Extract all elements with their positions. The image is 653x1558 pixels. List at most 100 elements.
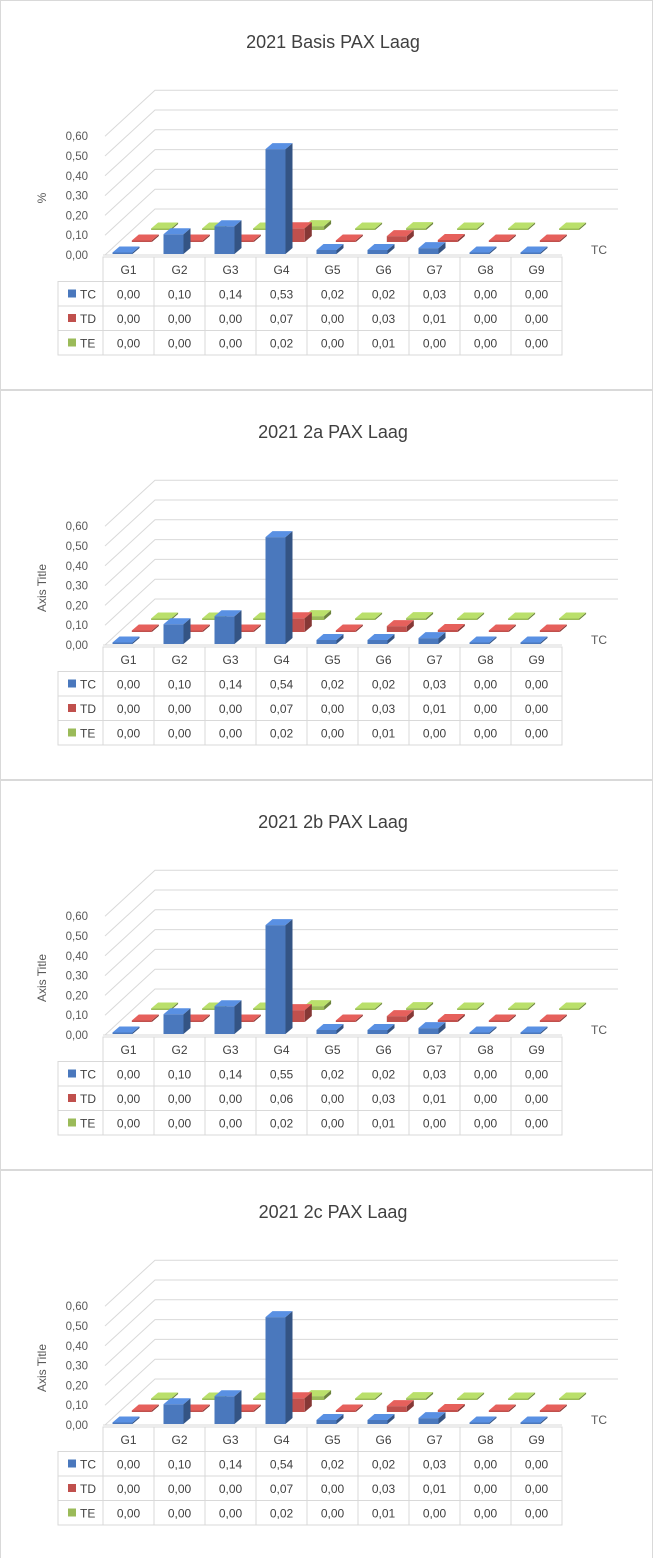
bar-top [151,1392,179,1399]
data-table: G1 G2 G3 G4 G5 G6 G7 G8 G9 TC 0,00 0,10 0,14 0,54 0,02… [57,646,563,746]
data-value-label: 0,00 [117,1068,141,1082]
data-value-label: 0,00 [117,702,141,716]
bar-front [437,630,458,632]
gridline [104,499,618,547]
bar-side [387,1414,395,1424]
bar-TD-G6 [386,1400,414,1412]
bar-top [367,634,395,640]
data-value-label: 0,00 [219,702,243,716]
bar-top [488,234,516,241]
data-value-label: 0,02 [372,288,396,302]
bar-front [151,618,172,620]
data-value-label: 0,01 [372,1507,396,1521]
data-value-label: 0,00 [525,1458,549,1472]
bar-TC-G8 [469,246,497,254]
bar-top [367,244,395,250]
bar-top [520,636,548,643]
bar-side [579,612,587,620]
bar-top [539,624,567,631]
data-value-label: 0,00 [168,1117,192,1131]
y-tick-label: 0,40 [66,1341,88,1353]
y-tick-label: 0,00 [66,1030,88,1042]
bar-side [151,234,159,242]
bar-front [539,1410,560,1412]
data-value-label: 0,00 [474,337,498,351]
bar-TD-G5 [335,1014,363,1022]
x-category-label: G3 [222,653,238,667]
gridline [104,1338,618,1386]
gridline [104,968,618,1016]
bar-side [528,612,536,620]
bar-side [406,1010,414,1022]
data-value-label: 0,00 [321,312,345,326]
bar-top [163,1008,191,1015]
bar-top [469,1416,497,1423]
data-table: G1 G2 G3 G4 G5 G6 G7 G8 G9 TC 0,00 0,10 0,14 0,53 0,02… [57,256,563,356]
bar-top [163,228,191,235]
data-value-label: 0,54 [270,678,294,692]
bar-top [265,531,293,538]
bar-TC-G2 [163,1008,191,1034]
data-value-label: 0,03 [423,288,447,302]
bar-side [438,242,446,254]
y-axis-title: Axis Title [35,564,49,612]
bar-front [367,1030,388,1034]
data-value-label: 0,00 [525,727,549,741]
data-value-label: 0,00 [321,1117,345,1131]
legend-label: TD [80,312,96,326]
y-tick-label: 0,20 [66,1380,88,1392]
bar-side [202,1404,210,1412]
data-table: G1 G2 G3 G4 G5 G6 G7 G8 G9 TC 0,00 0,10 0,14 0,54 0,02… [57,1426,563,1526]
x-category-label: G7 [426,263,442,277]
legend-label: TE [80,337,95,351]
bar-front [163,234,184,254]
x-category-label: G1 [120,1433,136,1447]
data-value-label: 0,01 [423,1482,447,1496]
x-category-label: G5 [324,1433,340,1447]
bar-side [355,234,363,242]
y-tick-label: 0,20 [66,990,88,1002]
bar-side [457,234,465,242]
bar-TD-G7 [437,624,465,632]
bar-side [336,1414,344,1424]
data-value-label: 0,00 [474,702,498,716]
data-value-label: 0,00 [525,1092,549,1106]
bar-side [132,1416,140,1424]
gridline [104,1259,618,1307]
x-category-label: G4 [273,263,289,277]
y-tick-label: 0,20 [66,600,88,612]
bar-front [367,1420,388,1424]
legend-key-TC [68,289,76,298]
bar-side [508,624,516,632]
legend-label: TC [80,1068,96,1082]
data-value-label: 0,00 [117,1507,141,1521]
bar-top [112,636,140,643]
bar-top [335,234,363,241]
bar-TE-G7 [457,612,485,620]
bar-front [469,252,490,254]
bar-front [214,226,235,254]
bar-top [355,1002,383,1009]
data-value-label: 0,14 [219,678,243,692]
bar-TC-G7 [418,1022,446,1034]
x-category-label: G4 [273,1433,289,1447]
data-value-label: 0,00 [168,727,192,741]
bar-side [304,222,312,242]
bar-TE-G6 [406,612,434,620]
y-tick-label: 0,30 [66,1361,88,1373]
bar-front [151,1008,172,1010]
bar-front [163,624,184,644]
bar-front [520,642,541,644]
legend-key-TD [68,1094,76,1102]
bar-TD-G9 [539,624,567,632]
data-value-label: 0,03 [372,1482,396,1496]
gridline [104,869,618,917]
x-category-label: G7 [426,1433,442,1447]
bar-TC-G4 [265,143,293,254]
bar-top [214,1000,242,1007]
bar-side [477,1392,485,1400]
y-tick-label: 0,60 [66,131,88,143]
data-value-label: 0,02 [321,1458,345,1472]
bar-TC-G7 [418,632,446,644]
data-value-label: 0,54 [270,1458,294,1472]
